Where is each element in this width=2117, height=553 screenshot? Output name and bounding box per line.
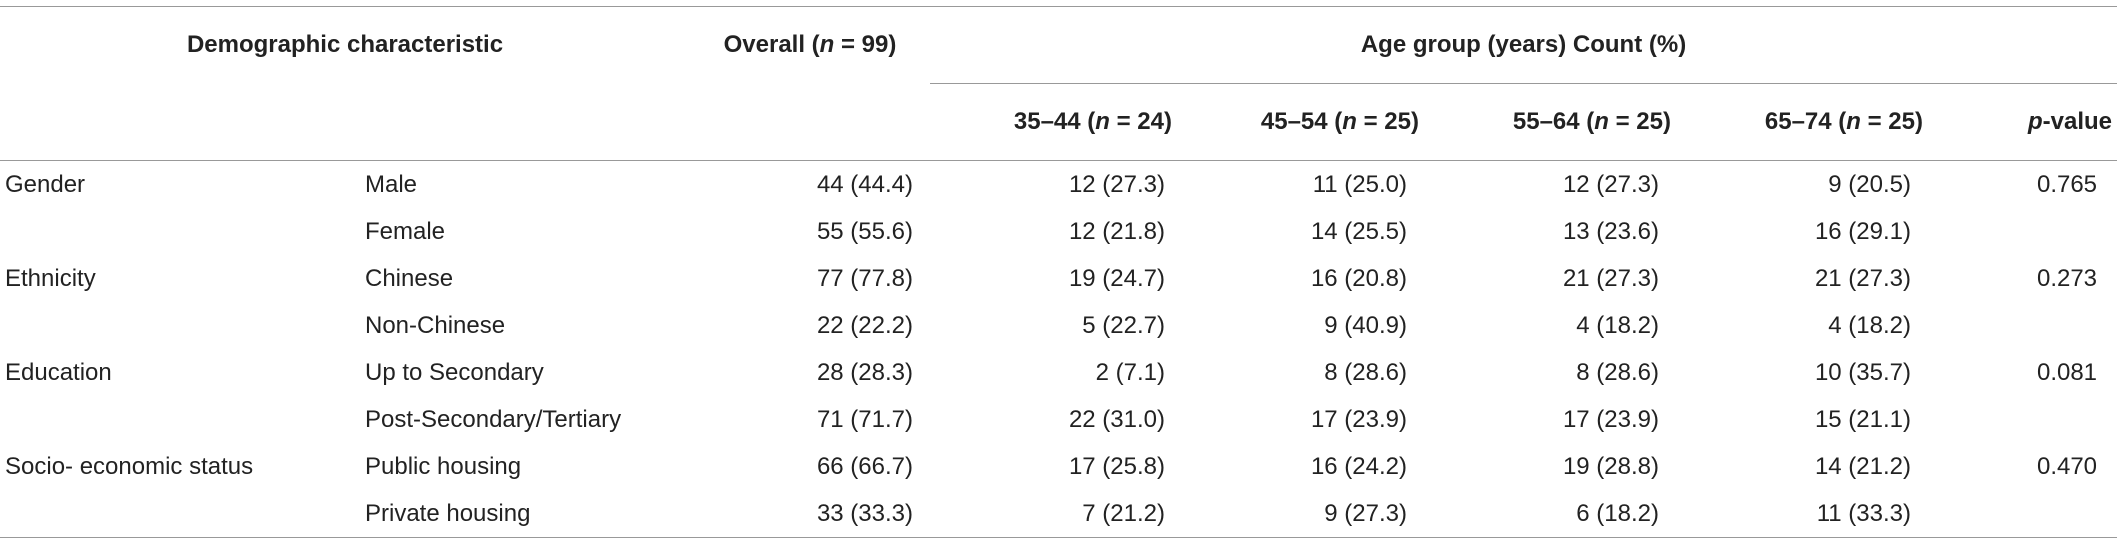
count-cell: 9 (27.3) — [1185, 490, 1437, 538]
count-cell: 12 (21.8) — [1068, 217, 1165, 245]
header-text-part: n — [1594, 108, 1609, 135]
category-cell: Socio- economic status — [5, 452, 254, 480]
count-cell: 7 (21.2) — [930, 490, 1185, 538]
page: Demographic characteristic Overall (n = … — [0, 6, 2117, 553]
demographics-table: Demographic characteristic Overall (n = … — [0, 6, 2117, 538]
count-cell: 16 (24.2) — [1310, 452, 1407, 480]
count-cell: 17 (23.9) — [1310, 405, 1407, 433]
p-value-cell: 0.081 — [2036, 358, 2098, 386]
count-cell: 55 (55.6) — [816, 217, 913, 245]
table-row: Education Up to Secondary 28 (28.3) 2 (7.1)… — [0, 349, 2117, 396]
header-text-part: = 25) — [1608, 108, 1671, 135]
header-text-part: 35–44 ( — [1013, 108, 1096, 135]
p-value-cell: 0.470 — [2036, 452, 2098, 480]
count-cell: 12 (27.3) — [1068, 170, 1165, 198]
category-cell — [0, 302, 360, 349]
header-text-part: 45–54 ( — [1260, 108, 1343, 135]
table-row: Female 55 (55.6) 12 (21.8) 14 (25.5) 13 (23.… — [0, 208, 2117, 255]
p-value-cell: 0.765 — [2036, 170, 2098, 198]
count-cell: 17 (25.8) — [1068, 452, 1165, 480]
category-cell — [0, 396, 360, 443]
count-cell: 66 (66.7) — [816, 452, 913, 480]
header-age-band: 35–44 (n = 24) — [930, 83, 1185, 161]
count-cell: 16 (29.1) — [1814, 217, 1911, 245]
header-text-part: n — [1846, 108, 1861, 135]
category-cell — [0, 490, 360, 538]
count-cell: 21 (27.3) — [1814, 264, 1911, 292]
header-text-part: 65–74 ( — [1764, 108, 1847, 135]
count-cell: 44 (44.4) — [816, 170, 913, 198]
header-text-part: n — [1095, 108, 1110, 135]
count-cell: 11 (25.0) — [1312, 170, 1407, 198]
count-cell: 77 (77.8) — [816, 264, 913, 292]
count-cell: 22 (31.0) — [1068, 405, 1165, 433]
count-cell: 4 (18.2) — [1576, 311, 1659, 339]
count-cell: 9 (20.5) — [1828, 170, 1911, 198]
header-age-group: Age group (years) Count (%) — [930, 6, 2117, 84]
category-cell: Education — [5, 358, 112, 386]
count-cell: 33 (33.3) — [690, 490, 930, 538]
header-characteristic: Demographic characteristic — [0, 6, 690, 84]
count-cell: 11 (33.3) — [1689, 490, 1941, 538]
header-text-part: n — [1342, 108, 1357, 135]
count-cell: 21 (27.3) — [1562, 264, 1659, 292]
table-row: Ethnicity Chinese 77 (77.8) 19 (24.7) 16 (20… — [0, 255, 2117, 302]
count-cell: 10 (35.7) — [1814, 358, 1911, 386]
header-text-part: = 24) — [1109, 108, 1172, 135]
count-cell: 8 (28.6) — [1576, 358, 1659, 386]
p-value-cell — [1941, 396, 2117, 443]
header-text-part: = 25) — [1860, 108, 1923, 135]
table-row: Non-Chinese 22 (22.2) 5 (22.7) 9 (40.9) 4 (1… — [0, 302, 2117, 349]
count-cell: 2 (7.1) — [1095, 358, 1165, 386]
p-value-cell — [1941, 302, 2117, 349]
count-cell: 28 (28.3) — [816, 358, 913, 386]
count-cell: 17 (23.9) — [1562, 405, 1659, 433]
header-p-value: p-value — [1941, 83, 2117, 161]
table-row: Socio- economic status Public housing 66 (… — [0, 443, 2117, 490]
header-text-part: 55–64 ( — [1512, 108, 1595, 135]
table-row: Gender Male 44 (44.4) 12 (27.3) 11 (25.0) 12 … — [0, 161, 2117, 209]
level-cell: Chinese — [365, 264, 454, 292]
category-cell: Ethnicity — [5, 264, 96, 292]
table-row: Private housing 33 (33.3) 7 (21.2) 9 (27.3)… — [0, 490, 2117, 538]
count-cell: 5 (22.7) — [1082, 311, 1165, 339]
level-cell: Male — [365, 170, 418, 198]
count-cell: 71 (71.7) — [816, 405, 913, 433]
header-age-band: 55–64 (n = 25) — [1437, 83, 1689, 161]
header-text-part: n — [819, 31, 835, 59]
count-cell: 19 (28.8) — [1562, 452, 1659, 480]
count-cell: 4 (18.2) — [1828, 311, 1911, 339]
count-cell: 8 (28.6) — [1324, 358, 1407, 386]
header-age-band: 65–74 (n = 25) — [1689, 83, 1941, 161]
category-cell: Gender — [5, 170, 86, 198]
level-cell: Up to Secondary — [365, 358, 544, 386]
count-cell: 14 (25.5) — [1310, 217, 1407, 245]
p-value-cell — [1941, 208, 2117, 255]
level-cell: Female — [365, 217, 446, 245]
table-row: Post-Secondary/Tertiary 71 (71.7) 22 (31.0… — [0, 396, 2117, 443]
header-text-part: = 99) — [834, 31, 897, 59]
header-text-part: p — [2027, 108, 2043, 135]
count-cell: 6 (18.2) — [1437, 490, 1689, 538]
header-text-part: = 25) — [1356, 108, 1419, 135]
count-cell: 19 (24.7) — [1068, 264, 1165, 292]
count-cell: 15 (21.1) — [1814, 405, 1911, 433]
count-cell: 14 (21.2) — [1814, 452, 1911, 480]
header-text-part: Overall ( — [723, 31, 820, 59]
p-value-cell: 0.273 — [2036, 264, 2098, 292]
p-value-cell — [1941, 490, 2117, 538]
count-cell: 9 (40.9) — [1324, 311, 1407, 339]
category-cell — [0, 208, 360, 255]
count-cell: 12 (27.3) — [1562, 170, 1659, 198]
header-overall: Overall (n = 99) — [690, 6, 930, 84]
count-cell: 22 (22.2) — [816, 311, 913, 339]
level-cell: Public housing — [365, 452, 522, 480]
count-cell: 13 (23.6) — [1562, 217, 1659, 245]
header-age-band: 45–54 (n = 25) — [1185, 83, 1437, 161]
count-cell: 16 (20.8) — [1310, 264, 1407, 292]
level-cell: Post-Secondary/Tertiary — [365, 405, 622, 433]
level-cell: Non-Chinese — [365, 311, 506, 339]
level-cell: Private housing — [360, 490, 690, 538]
header-text-part: -value — [2042, 108, 2113, 135]
